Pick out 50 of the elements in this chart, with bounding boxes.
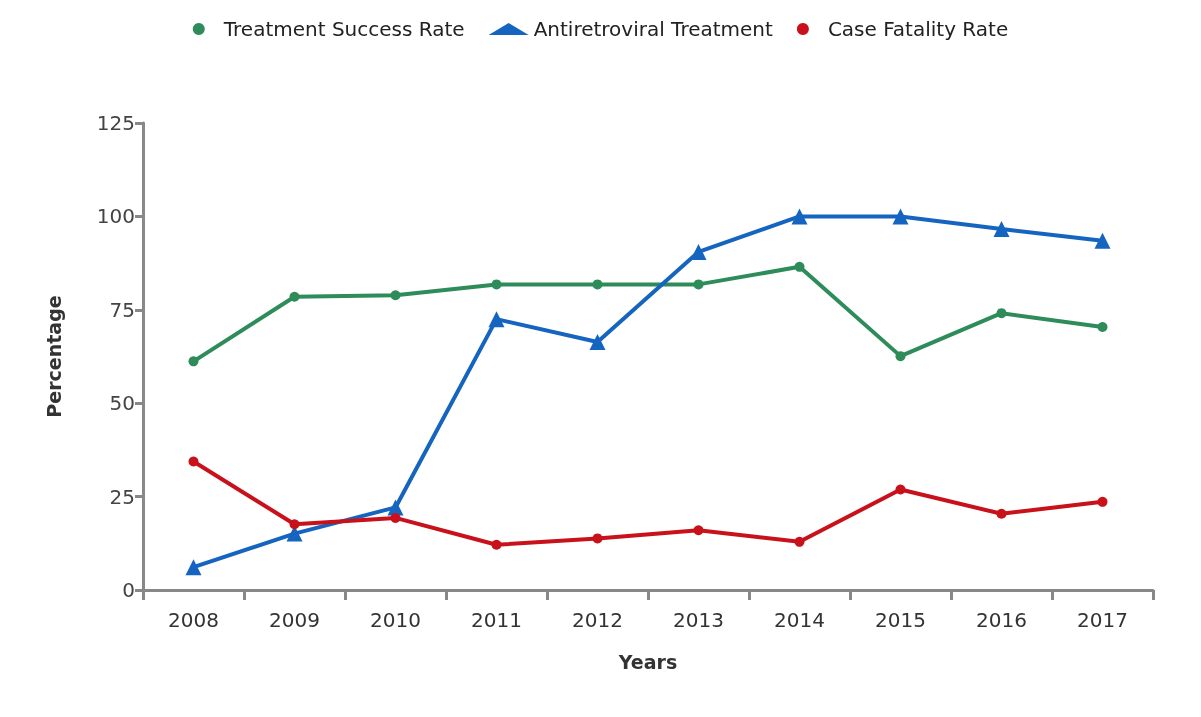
point: [996, 308, 1007, 319]
point: [1094, 232, 1111, 249]
legend-label: Treatment Success Rate: [222, 17, 465, 41]
y-tick-label: 50: [109, 391, 135, 416]
point: [188, 456, 199, 467]
x-tick-label: 2011: [471, 608, 522, 632]
point: [491, 539, 502, 550]
x-tick-label: 2012: [572, 608, 623, 632]
point: [488, 311, 505, 328]
x-tick-label: 2017: [1077, 608, 1128, 632]
y-tick-label: 25: [109, 484, 135, 509]
point: [794, 261, 805, 272]
point: [895, 484, 906, 495]
point: [592, 279, 603, 290]
point: [693, 279, 704, 290]
point: [1097, 496, 1108, 507]
point: [390, 290, 401, 301]
point: [892, 208, 909, 225]
y-tick-label: 100: [96, 204, 135, 229]
point: [188, 356, 199, 367]
y-axis-title: Percentage: [42, 295, 65, 418]
point: [491, 279, 502, 290]
x-tick-label: 2016: [976, 608, 1027, 632]
point: [993, 221, 1010, 238]
legend-label: Case Fatality Rate: [827, 17, 1009, 41]
point: [289, 291, 300, 302]
point: [791, 208, 808, 225]
x-tick-label: 2008: [168, 608, 219, 632]
x-tick-label: 2014: [774, 608, 825, 632]
x-tick-label: 2015: [875, 608, 926, 632]
point: [387, 499, 404, 516]
legend-label: Antiretroviral Treatment: [533, 17, 774, 41]
x-tick-label: 2009: [269, 608, 320, 632]
point: [289, 519, 300, 530]
y-tick-label: 125: [96, 111, 135, 135]
point: [794, 536, 805, 547]
y-tick-label: 75: [109, 297, 135, 322]
point: [1097, 321, 1108, 332]
point: [895, 351, 906, 362]
point: [996, 508, 1007, 519]
point: [390, 512, 401, 523]
x-tick-label: 2013: [673, 608, 724, 632]
y-tick-label: 0: [122, 578, 135, 602]
point: [589, 333, 606, 350]
point: [592, 533, 603, 544]
x-tick-label: 2010: [370, 608, 421, 632]
point: [693, 525, 704, 536]
point: [690, 243, 707, 260]
x-axis-title: Years: [617, 650, 678, 673]
point: [185, 559, 202, 576]
